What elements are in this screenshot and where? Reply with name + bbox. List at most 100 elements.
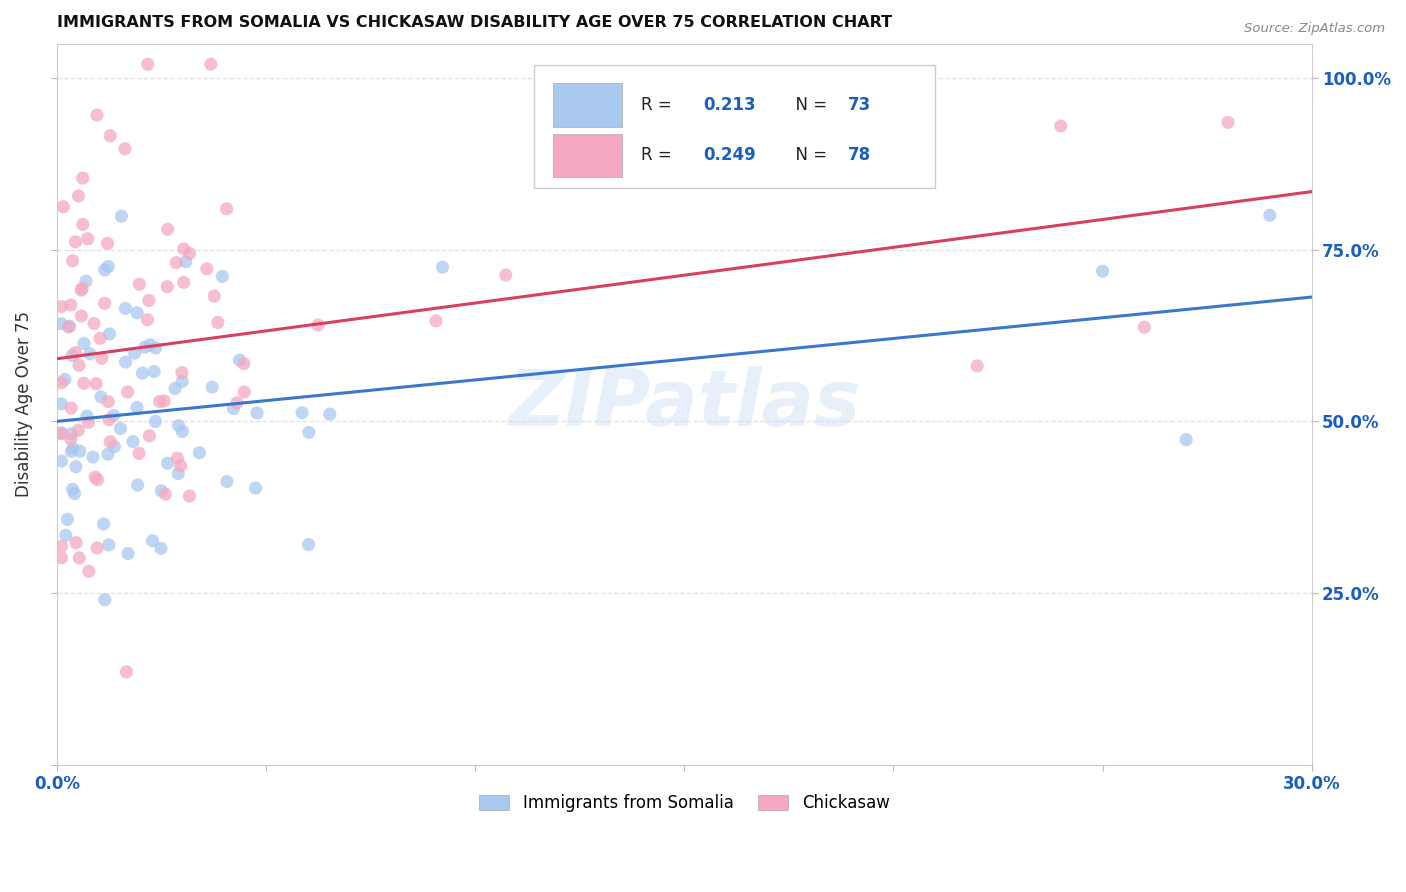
Point: [65, 459, 87, 474]
Point: [51, 317, 73, 331]
Point: [156, 456, 179, 470]
Point: [103, 409, 125, 423]
Point: [89, 331, 111, 345]
Point: [115, 665, 138, 679]
Point: [58, 319, 80, 334]
Point: [72, 218, 94, 232]
Point: [62, 441, 84, 455]
Text: N =: N =: [785, 96, 832, 114]
Point: [155, 487, 177, 501]
Point: [93, 296, 115, 310]
Point: [425, 314, 447, 328]
Point: [86, 541, 108, 555]
Point: [103, 440, 125, 454]
Point: [1091, 264, 1114, 278]
Point: [117, 547, 139, 561]
Point: [1049, 119, 1071, 133]
Point: [1216, 115, 1239, 129]
Point: [173, 276, 195, 290]
Point: [97, 538, 120, 552]
FancyBboxPatch shape: [553, 83, 621, 127]
Point: [139, 338, 162, 352]
Point: [82, 450, 104, 464]
Legend: Immigrants from Somalia, Chickasaw: Immigrants from Somalia, Chickasaw: [474, 789, 894, 817]
Point: [117, 384, 139, 399]
Point: [128, 446, 150, 460]
Point: [59, 298, 82, 312]
Point: [93, 263, 115, 277]
Point: [114, 142, 136, 156]
Point: [51, 550, 73, 565]
Point: [136, 312, 159, 326]
Point: [73, 336, 96, 351]
Point: [167, 467, 190, 481]
Point: [165, 382, 187, 396]
Point: [150, 483, 173, 498]
Text: N =: N =: [785, 146, 832, 164]
Point: [291, 406, 314, 420]
Point: [63, 486, 86, 500]
Point: [60, 444, 83, 458]
Point: [167, 418, 190, 433]
Point: [51, 426, 73, 441]
Point: [166, 451, 188, 466]
Point: [75, 274, 97, 288]
Text: IMMIGRANTS FROM SOMALIA VS CHICKASAW DISABILITY AGE OVER 75 CORRELATION CHART: IMMIGRANTS FROM SOMALIA VS CHICKASAW DIS…: [58, 15, 893, 30]
Point: [53, 372, 76, 386]
Point: [84, 376, 107, 391]
Point: [52, 200, 75, 214]
Point: [98, 326, 121, 341]
Text: 78: 78: [848, 146, 870, 164]
Point: [179, 489, 201, 503]
Point: [60, 401, 83, 415]
Point: [143, 364, 166, 378]
Point: [1175, 433, 1198, 447]
Point: [170, 366, 193, 380]
Point: [128, 277, 150, 292]
Point: [172, 375, 194, 389]
Point: [110, 421, 132, 435]
Point: [86, 473, 108, 487]
Point: [51, 454, 73, 468]
Point: [51, 397, 73, 411]
Point: [432, 260, 454, 275]
Point: [114, 301, 136, 316]
Point: [51, 425, 73, 440]
Point: [124, 346, 146, 360]
Point: [59, 432, 82, 446]
Point: [966, 359, 988, 373]
Point: [211, 269, 233, 284]
Point: [148, 394, 170, 409]
FancyBboxPatch shape: [553, 134, 621, 177]
Text: Source: ZipAtlas.com: Source: ZipAtlas.com: [1244, 22, 1385, 36]
Point: [69, 444, 91, 458]
Point: [233, 384, 256, 399]
Point: [207, 316, 229, 330]
Point: [86, 108, 108, 122]
Point: [77, 415, 100, 429]
Point: [67, 358, 90, 372]
Point: [70, 283, 93, 297]
Text: ZIPatlas: ZIPatlas: [509, 366, 860, 442]
Point: [156, 222, 179, 236]
Point: [55, 528, 77, 542]
Y-axis label: Disability Age Over 75: Disability Age Over 75: [15, 311, 32, 497]
Point: [215, 475, 238, 489]
Point: [1133, 320, 1156, 334]
Point: [138, 293, 160, 308]
Point: [246, 406, 269, 420]
FancyBboxPatch shape: [534, 65, 935, 188]
Point: [97, 447, 120, 461]
Point: [153, 393, 176, 408]
Point: [51, 300, 73, 314]
Point: [156, 279, 179, 293]
Text: R =: R =: [641, 146, 682, 164]
Point: [58, 319, 80, 334]
Point: [228, 353, 250, 368]
Point: [232, 357, 254, 371]
Point: [70, 309, 93, 323]
Text: 0.249: 0.249: [703, 146, 756, 164]
Point: [51, 539, 73, 553]
Point: [202, 289, 225, 303]
Point: [170, 458, 193, 473]
